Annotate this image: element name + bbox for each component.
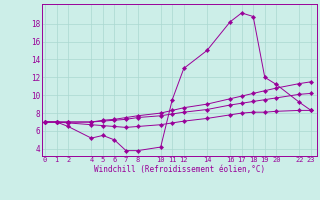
X-axis label: Windchill (Refroidissement éolien,°C): Windchill (Refroidissement éolien,°C)	[94, 165, 265, 174]
